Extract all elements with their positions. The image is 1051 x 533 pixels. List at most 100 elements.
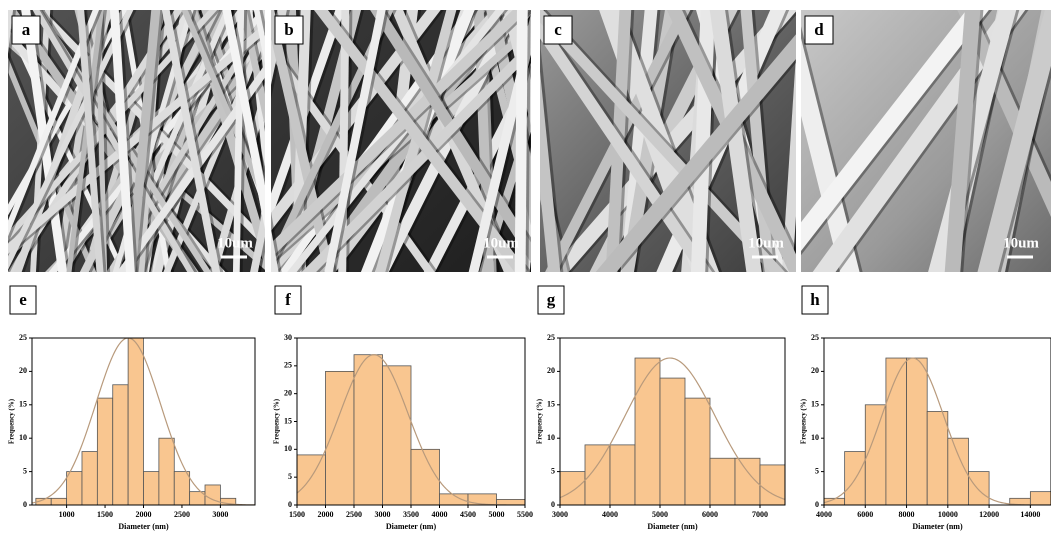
panel-label: b — [284, 20, 293, 39]
bar — [128, 338, 143, 505]
y-tick-label: 5 — [815, 466, 819, 475]
bar — [51, 498, 66, 505]
x-tick-label: 4000 — [816, 510, 832, 519]
bar — [865, 405, 886, 505]
x-tick-label: 3000 — [552, 510, 568, 519]
y-axis-title: Frequency (%) — [536, 398, 544, 444]
x-tick-label: 2000 — [318, 510, 334, 519]
bar — [660, 378, 685, 505]
bar — [144, 472, 159, 505]
y-tick-label: 15 — [811, 400, 819, 409]
x-tick-label: 2500 — [346, 510, 362, 519]
y-tick-label: 25 — [284, 361, 292, 370]
bar — [174, 472, 189, 505]
bar — [927, 411, 948, 505]
y-axis-title: Frequency (%) — [8, 398, 16, 444]
bar — [710, 458, 735, 505]
panel-label: a — [22, 20, 31, 39]
x-axis-title: Diameter (nm) — [386, 522, 437, 531]
y-tick-label: 10 — [284, 444, 292, 453]
bar — [411, 449, 440, 505]
y-tick-label: 30 — [284, 333, 292, 342]
page: a10umb10umc10umd10um05101520251000150020… — [0, 0, 1051, 533]
y-tick-label: 15 — [19, 400, 27, 409]
y-tick-label: 15 — [284, 416, 292, 425]
x-tick-label: 4000 — [602, 510, 618, 519]
x-tick-label: 1000 — [59, 510, 75, 519]
x-tick-label: 3500 — [403, 510, 419, 519]
x-tick-label: 2000 — [136, 510, 152, 519]
y-tick-label: 10 — [19, 433, 27, 442]
y-tick-label: 5 — [551, 466, 555, 475]
bar — [97, 398, 112, 505]
panel-label: d — [814, 20, 824, 39]
y-tick-label: 20 — [19, 366, 27, 375]
x-axis-title: Diameter (nm) — [118, 522, 169, 531]
y-axis-title: Frequency (%) — [800, 398, 808, 444]
bar — [297, 455, 326, 505]
bar — [968, 472, 989, 505]
bar — [685, 398, 710, 505]
bar — [159, 438, 174, 505]
bar — [354, 355, 383, 505]
y-tick-label: 5 — [23, 466, 27, 475]
scale-bar-label: 10um — [748, 235, 784, 251]
y-tick-label: 10 — [811, 433, 819, 442]
y-tick-label: 5 — [288, 472, 292, 481]
y-tick-label: 10 — [547, 433, 555, 442]
scale-bar-label: 10um — [483, 235, 519, 251]
y-tick-label: 0 — [23, 500, 27, 509]
bar — [1030, 492, 1051, 505]
scale-bar-label: 10um — [217, 235, 253, 251]
x-tick-label: 7000 — [752, 510, 768, 519]
y-tick-label: 0 — [288, 500, 292, 509]
x-tick-label: 10000 — [938, 510, 958, 519]
bar — [67, 472, 82, 505]
fiber — [520, 0, 523, 292]
y-tick-label: 0 — [815, 500, 819, 509]
y-tick-label: 15 — [547, 400, 555, 409]
y-tick-label: 20 — [284, 388, 292, 397]
panel-label: c — [554, 20, 562, 39]
bar — [585, 445, 610, 505]
bar — [635, 358, 660, 505]
y-tick-label: 20 — [811, 366, 819, 375]
bar — [907, 358, 928, 505]
sem-image — [212, 0, 591, 292]
x-tick-label: 3000 — [212, 510, 228, 519]
x-tick-label: 5500 — [517, 510, 533, 519]
y-axis-title: Frequency (%) — [273, 398, 281, 444]
scale-bar-label: 10um — [1003, 235, 1039, 251]
panel-label: e — [19, 290, 27, 309]
y-tick-label: 20 — [547, 366, 555, 375]
x-tick-label: 4500 — [460, 510, 476, 519]
x-tick-label: 2500 — [174, 510, 190, 519]
x-tick-label: 6000 — [702, 510, 718, 519]
x-tick-label: 1500 — [97, 510, 113, 519]
x-tick-label: 4000 — [432, 510, 448, 519]
y-tick-label: 25 — [811, 333, 819, 342]
y-tick-label: 0 — [551, 500, 555, 509]
y-tick-label: 25 — [19, 333, 27, 342]
x-tick-label: 5000 — [652, 510, 668, 519]
x-tick-label: 8000 — [899, 510, 915, 519]
bar — [383, 366, 412, 505]
bar — [497, 499, 526, 505]
bar — [113, 385, 128, 505]
bar — [760, 465, 785, 505]
x-tick-label: 1500 — [289, 510, 305, 519]
bar — [468, 494, 497, 505]
x-tick-label: 12000 — [979, 510, 999, 519]
x-tick-label: 5000 — [489, 510, 505, 519]
y-tick-label: 25 — [547, 333, 555, 342]
bar — [610, 445, 635, 505]
bar — [886, 358, 907, 505]
panel-label: f — [285, 290, 291, 309]
panel-label: h — [810, 290, 820, 309]
x-axis-title: Diameter (nm) — [647, 522, 698, 531]
bar — [560, 472, 585, 505]
x-tick-label: 6000 — [857, 510, 873, 519]
panel-label: g — [547, 290, 556, 309]
figure: a10umb10umc10umd10um05101520251000150020… — [0, 0, 1051, 533]
x-axis-title: Diameter (nm) — [912, 522, 963, 531]
